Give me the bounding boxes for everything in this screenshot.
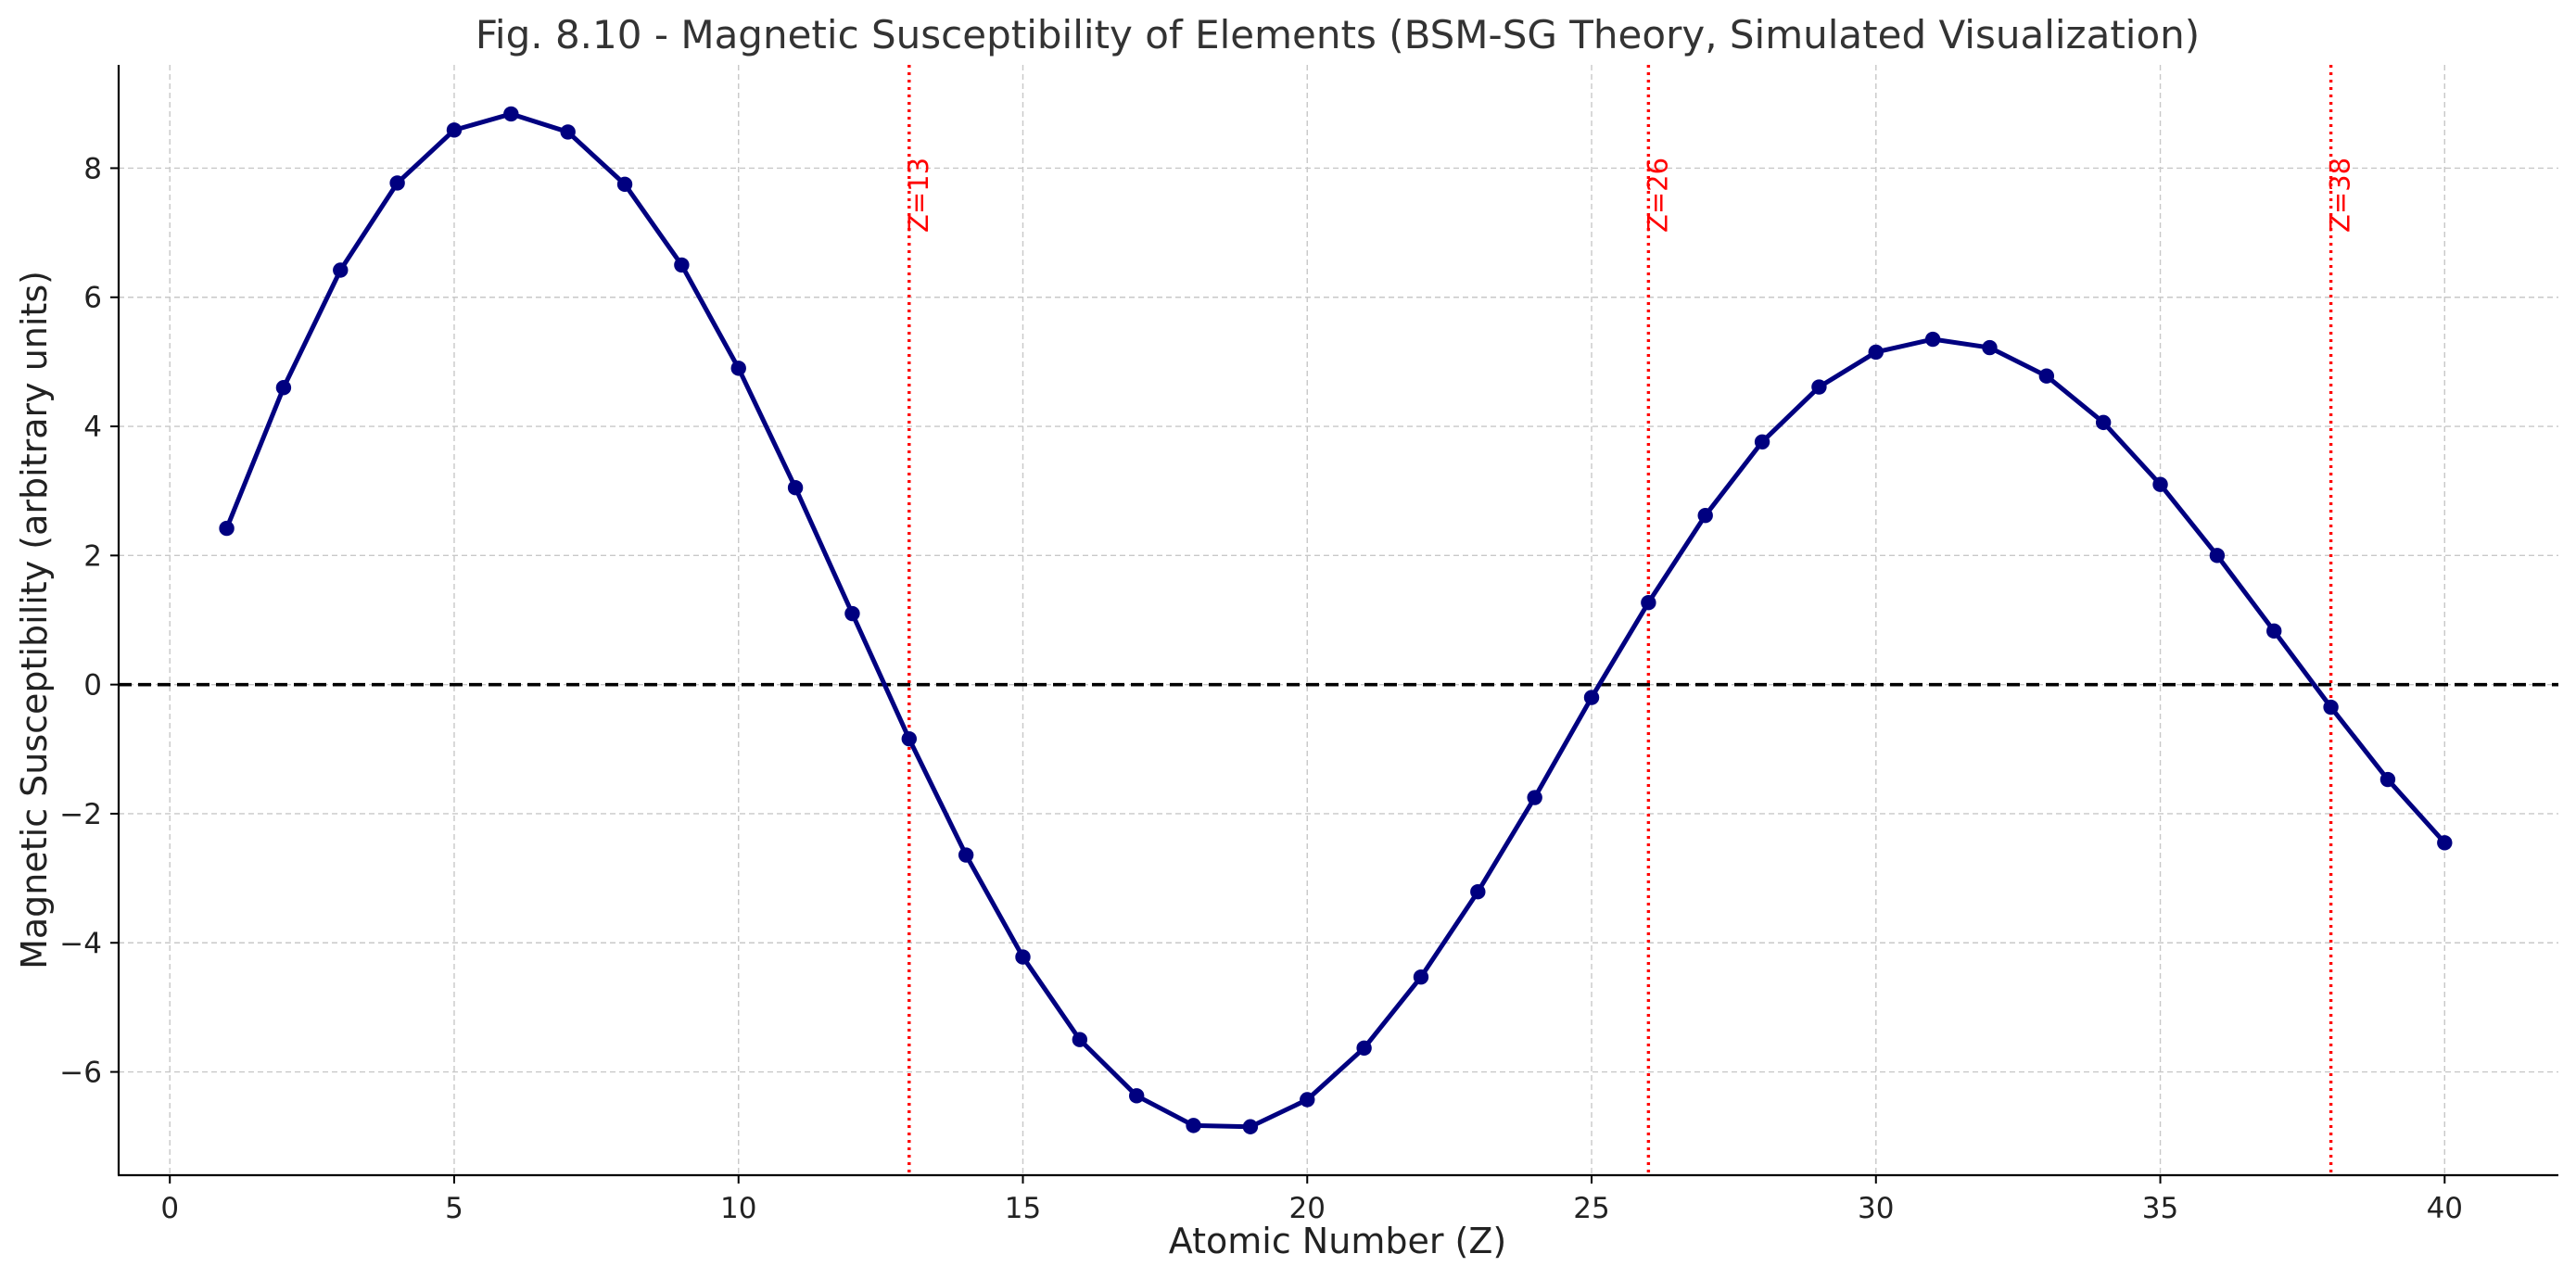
data-point [560, 124, 576, 140]
data-point [1641, 594, 1656, 611]
data-point [2323, 699, 2339, 715]
data-point [1924, 331, 1941, 348]
data-point [333, 262, 349, 278]
x-tick-label: 30 [1858, 1192, 1894, 1225]
data-point [730, 361, 746, 376]
data-point [2152, 476, 2168, 492]
vertical-marker-label: Z=38 [2325, 158, 2356, 233]
y-axis-label: Magnetic Susceptibility (arbitrary units… [14, 271, 55, 969]
data-point [2379, 771, 2396, 788]
reference-lines: Z=13 Z=26 Z=38 [119, 65, 2558, 1175]
data-point [446, 122, 463, 138]
series-line [224, 111, 2447, 1130]
y-tick-label: −6 [59, 1057, 102, 1090]
y-tick-label: −4 [59, 927, 102, 960]
data-point [787, 480, 804, 496]
x-tick-label: 40 [2427, 1192, 2463, 1225]
data-point [1583, 690, 1600, 705]
x-tick-label: 35 [2142, 1192, 2178, 1225]
data-point [1470, 884, 1486, 900]
data-point [2266, 623, 2282, 640]
data-point [1527, 790, 1542, 805]
data-point [1300, 1092, 1315, 1108]
data-point [219, 520, 235, 537]
data-point [616, 176, 633, 193]
vertical-marker-label: Z=26 [1642, 158, 1673, 233]
ticks: 0 5 10 15 20 25 30 35 40 −6 −4 −2 0 2 4 6 8 [59, 152, 2463, 1225]
data-point [901, 730, 917, 747]
data-point [1754, 434, 1770, 450]
y-tick-label: 8 [83, 152, 102, 185]
data-point [674, 257, 690, 273]
chart-title: Fig. 8.10 - Magnetic Susceptibility of E… [476, 12, 2200, 57]
y-tick-label: 2 [83, 539, 102, 573]
vertical-marker-label: Z=13 [903, 158, 934, 233]
x-tick-label: 20 [1289, 1192, 1326, 1225]
x-tick-label: 15 [1005, 1192, 1041, 1225]
x-tick-label: 0 [160, 1192, 179, 1225]
data-point [844, 605, 860, 622]
y-tick-label: −2 [59, 798, 102, 831]
series-layer [219, 106, 2453, 1134]
data-point [503, 106, 519, 122]
x-axis-label: Atomic Number (Z) [1169, 1221, 1506, 1261]
data-point [958, 847, 974, 863]
x-tick-label: 25 [1573, 1192, 1609, 1225]
data-point [1072, 1032, 1088, 1047]
data-point [1242, 1119, 1259, 1134]
data-point [1015, 949, 1031, 965]
data-point [1413, 969, 1429, 985]
data-point [1186, 1118, 1201, 1133]
y-tick-label: 0 [83, 669, 102, 703]
data-point [2437, 835, 2453, 851]
y-tick-label: 4 [83, 411, 102, 444]
x-tick-label: 10 [720, 1192, 756, 1225]
data-point [1129, 1088, 1145, 1104]
data-point [1697, 507, 1713, 524]
data-point [389, 175, 405, 191]
data-point [2095, 414, 2112, 431]
data-point [275, 380, 292, 396]
data-point [2038, 368, 2055, 384]
data-point [1356, 1040, 1372, 1056]
y-tick-label: 6 [83, 282, 102, 315]
data-point [1811, 379, 1827, 395]
data-point [1982, 339, 1998, 356]
data-point [2209, 548, 2226, 564]
x-tick-label: 5 [445, 1192, 463, 1225]
axes [117, 65, 2558, 1177]
data-point [1868, 344, 1884, 361]
